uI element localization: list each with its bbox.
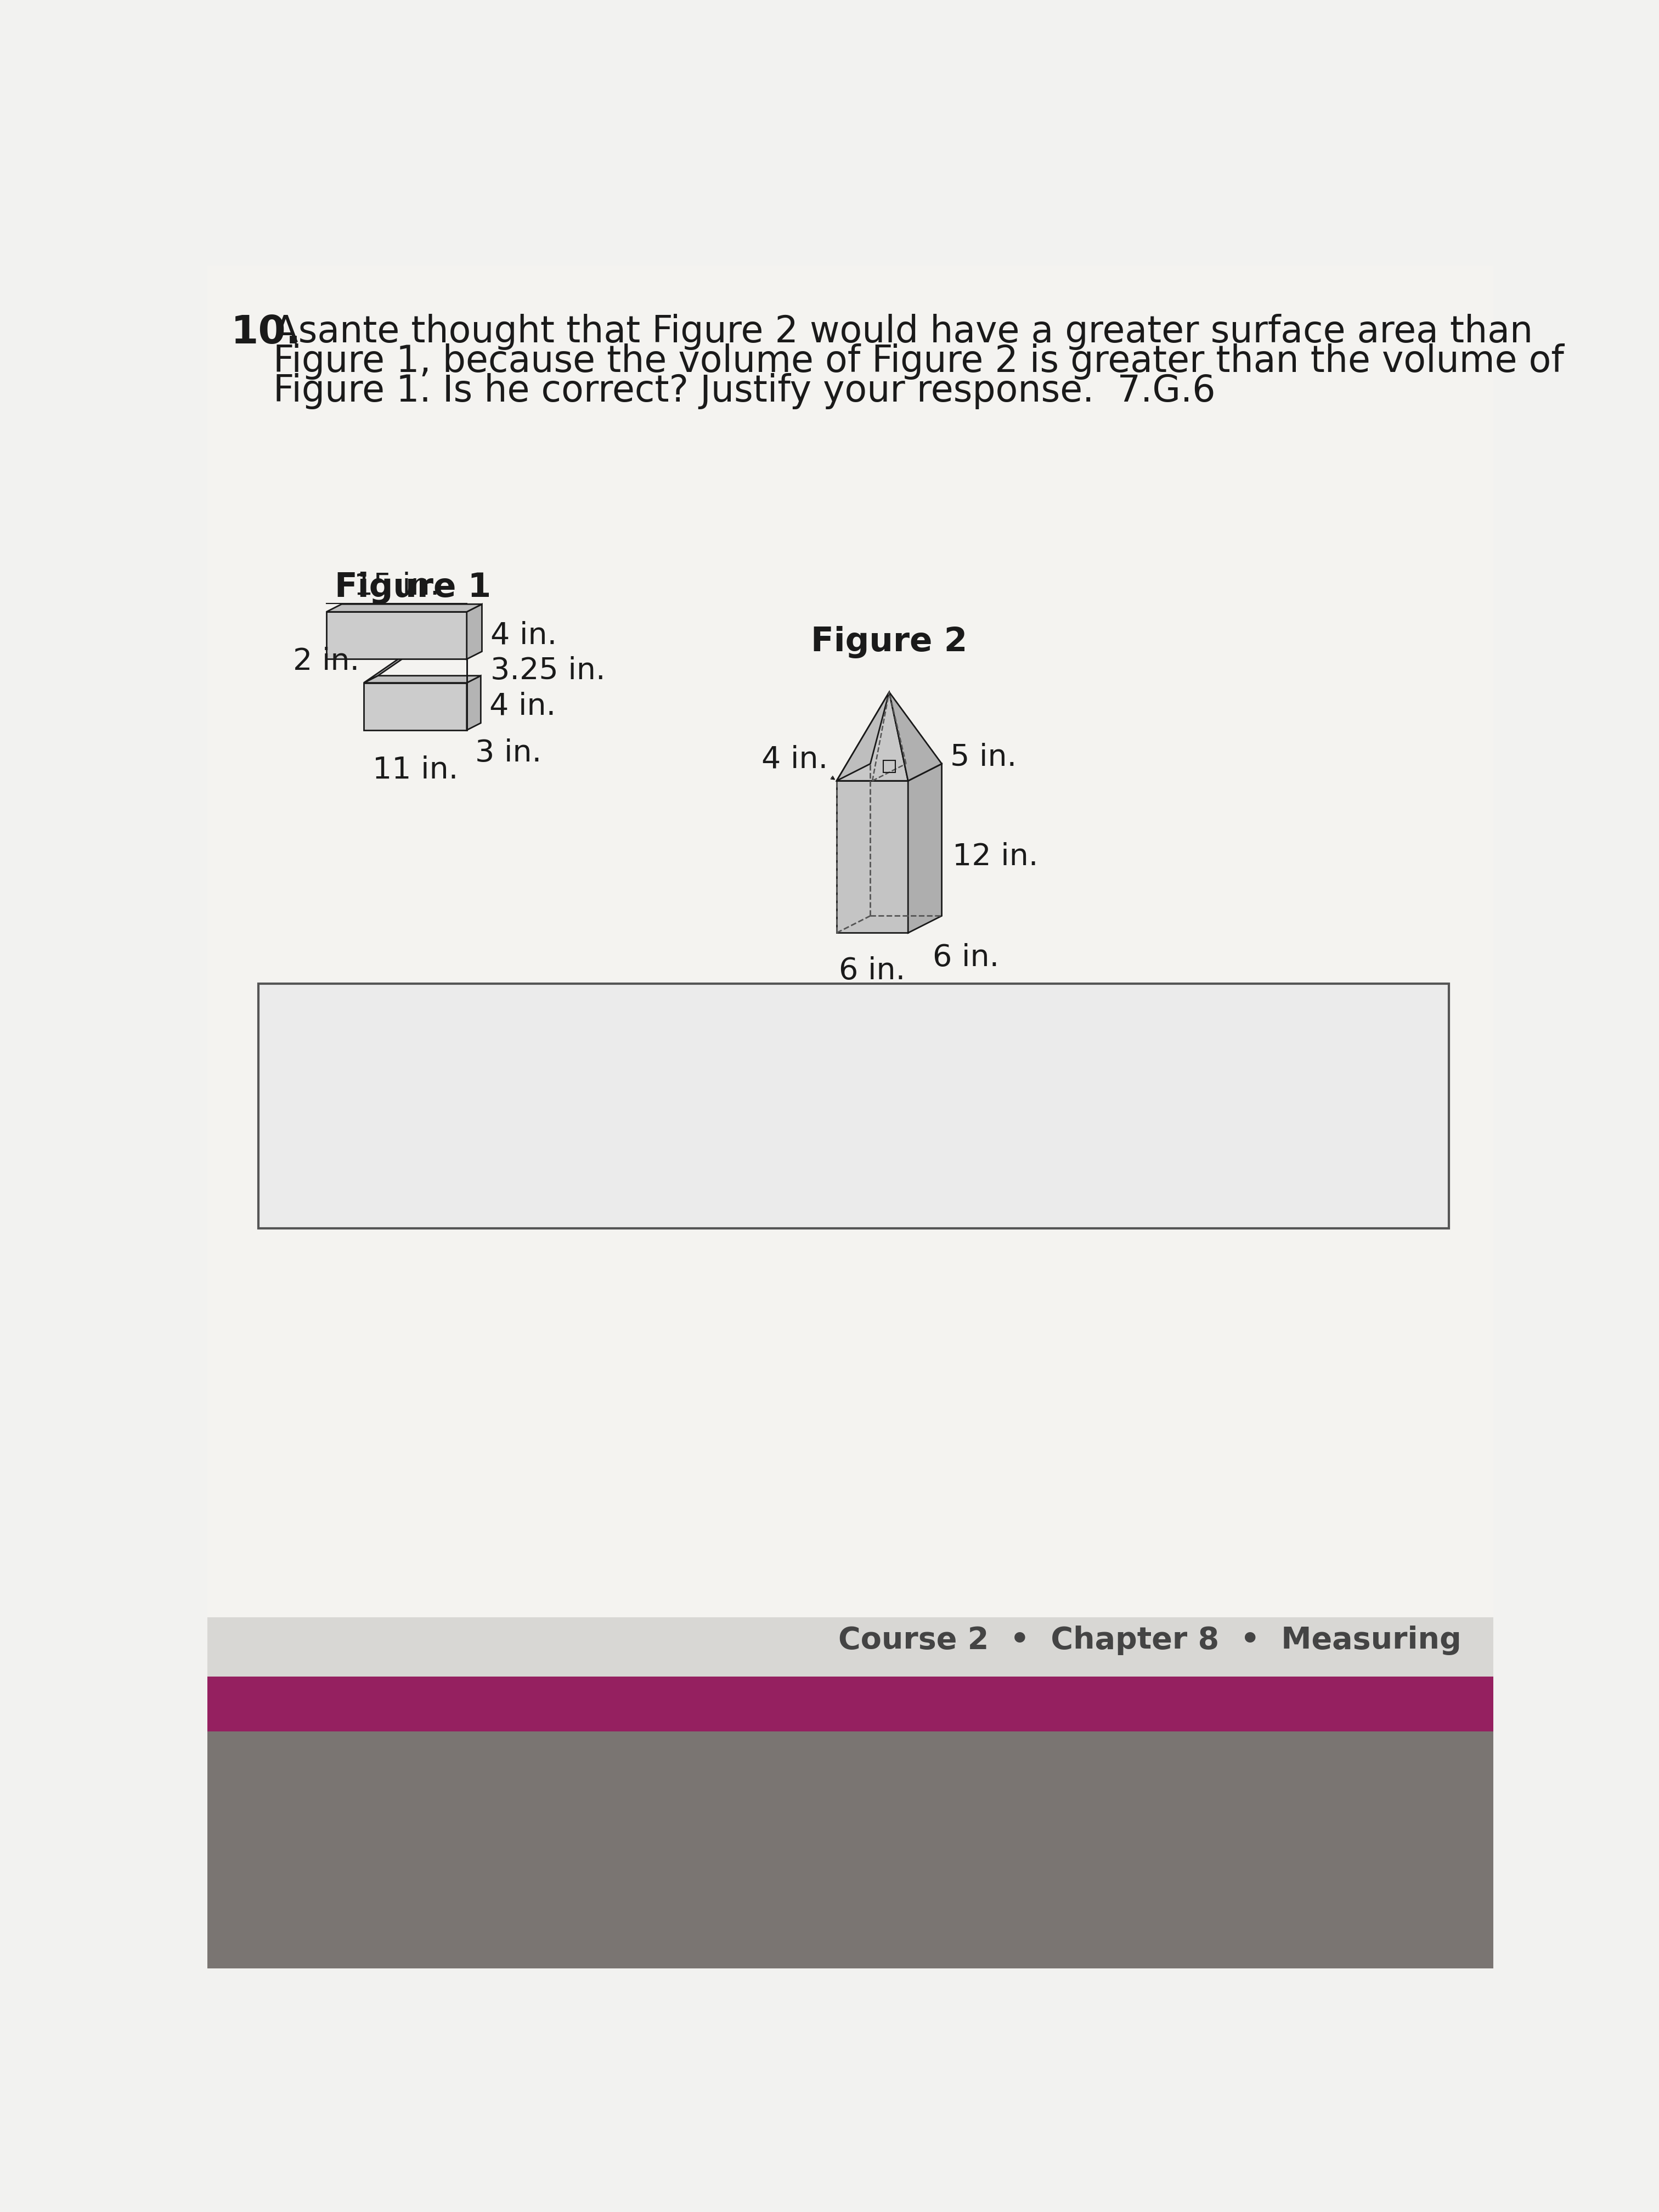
Polygon shape (466, 675, 481, 730)
Text: Figure 1, because the volume of Figure 2 is greater than the volume of: Figure 1, because the volume of Figure 2… (274, 343, 1564, 380)
Polygon shape (836, 781, 907, 933)
Text: 3.25 in.: 3.25 in. (491, 657, 606, 686)
Polygon shape (836, 692, 889, 781)
Text: 6 in.: 6 in. (839, 956, 906, 987)
Polygon shape (327, 604, 481, 613)
Polygon shape (363, 684, 466, 730)
Polygon shape (363, 604, 481, 684)
Polygon shape (889, 692, 942, 781)
Text: Figure 1. Is he correct? Justify your response.  7.G.6: Figure 1. Is he correct? Justify your re… (274, 374, 1216, 409)
Text: Course 2  •  Chapter 8  •  Measuring: Course 2 • Chapter 8 • Measuring (838, 1626, 1462, 1655)
Bar (207, 1732, 1493, 1969)
Text: 4 in.: 4 in. (491, 622, 557, 650)
Polygon shape (836, 692, 907, 781)
Text: 10.: 10. (231, 314, 302, 352)
Polygon shape (871, 692, 942, 763)
Text: 11 in.: 11 in. (372, 757, 458, 785)
Polygon shape (907, 763, 942, 933)
Bar (207, 265, 1493, 1617)
Text: 2 in.: 2 in. (294, 646, 360, 677)
Bar (207, 1677, 1493, 1732)
Polygon shape (836, 763, 942, 781)
Text: 12 in.: 12 in. (952, 843, 1039, 872)
Polygon shape (363, 675, 481, 684)
Bar (259, 984, 1448, 1228)
Text: Figure 2: Figure 2 (811, 626, 967, 659)
Bar (207, 1617, 1493, 1871)
Text: Figure 1: Figure 1 (335, 571, 491, 604)
Text: 15 in.: 15 in. (353, 571, 440, 602)
Text: 5 in.: 5 in. (951, 743, 1017, 772)
Polygon shape (466, 604, 481, 659)
Polygon shape (327, 613, 466, 659)
Text: 4 in.: 4 in. (489, 692, 556, 721)
Text: 6 in.: 6 in. (932, 942, 999, 973)
Text: 3 in.: 3 in. (474, 739, 542, 768)
Text: 4 in.: 4 in. (761, 745, 828, 774)
Text: Asante thought that Figure 2 would have a greater surface area than: Asante thought that Figure 2 would have … (274, 314, 1533, 349)
